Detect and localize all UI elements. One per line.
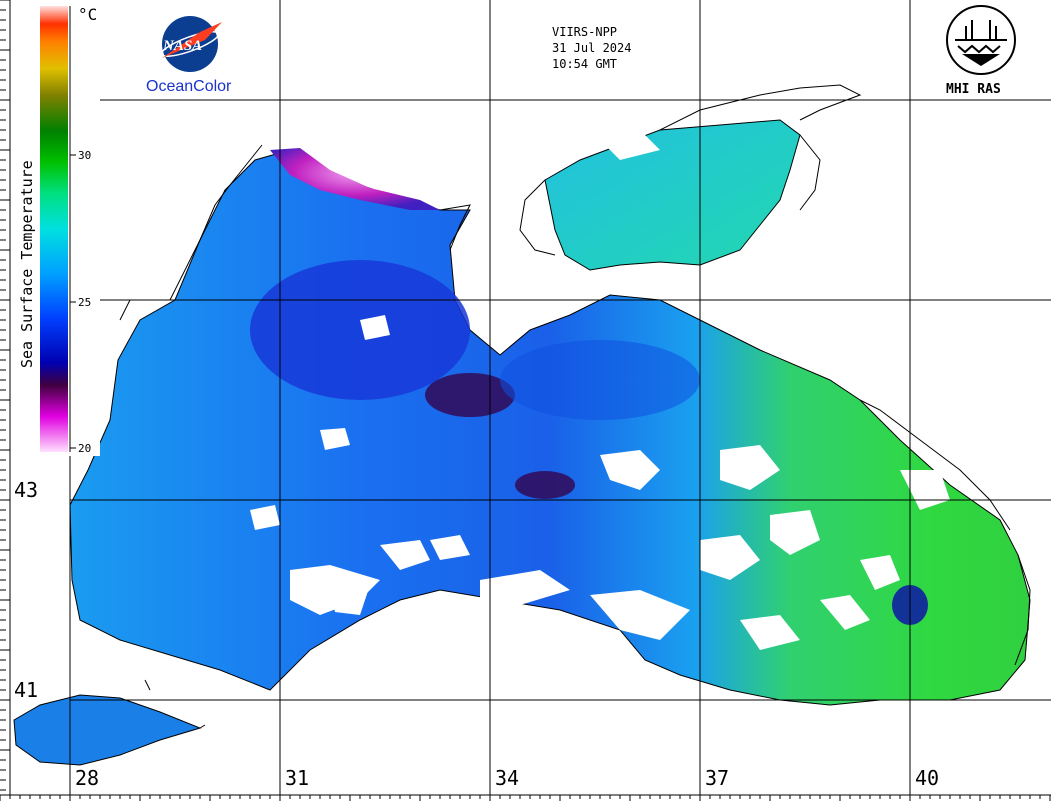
azov-sea	[544, 119, 801, 271]
colorbar-tick-20: 20	[78, 442, 91, 455]
colorbar-title: Sea Surface Temperature	[18, 160, 36, 368]
colorbar-unit: °C	[78, 5, 97, 24]
colorbar-tick-30: 30	[78, 149, 91, 162]
azov-water	[544, 119, 801, 271]
time-label: 10:54 GMT	[552, 57, 617, 71]
nw-hotspot	[270, 148, 440, 210]
title-block: VIIRS-NPP 31 Jul 2024 10:54 GMT	[552, 25, 631, 71]
azov-cloud	[600, 130, 660, 160]
left-ruler-ticks	[0, 0, 10, 791]
lon-label-34: 34	[495, 766, 519, 790]
mhi-wordmark: MHI RAS	[946, 82, 1001, 97]
black-sea-water	[69, 149, 1031, 706]
cool-band	[500, 340, 700, 420]
cloud-gaps	[250, 315, 950, 650]
black-sea	[69, 148, 1031, 706]
colorbar-strip	[40, 6, 68, 452]
satellite-label: VIIRS-NPP	[552, 25, 617, 39]
bottom-ruler	[0, 794, 1051, 801]
marmara-sea	[13, 694, 202, 766]
cold-core-south	[515, 471, 575, 499]
colorbar-tick-25: 25	[78, 296, 91, 309]
lat-label-43: 43	[14, 478, 38, 502]
axis-labels: 43 41 28 31 34 37 40	[12, 478, 939, 790]
lat-label-41: 41	[14, 678, 38, 702]
marmara-water	[13, 694, 202, 766]
oceancolor-wordmark: OceanColor	[146, 78, 232, 95]
nasa-chevron-icon	[162, 22, 222, 58]
lon-label-28: 28	[75, 766, 99, 790]
colorbar: °C 30 25 20 Sea Surface Temperature	[12, 0, 100, 456]
nasa-logo: NASA OceanColor	[146, 16, 232, 95]
lon-label-40: 40	[915, 766, 939, 790]
bottom-ruler-ticks	[0, 795, 1051, 801]
cold-core-central	[425, 373, 515, 417]
date-label: 31 Jul 2024	[552, 41, 631, 55]
cold-core-west	[250, 260, 470, 400]
lon-label-31: 31	[285, 766, 309, 790]
lon-label-37: 37	[705, 766, 729, 790]
nasa-wordmark: NASA	[162, 38, 202, 54]
mhi-logo: MHI RAS	[946, 5, 1016, 97]
